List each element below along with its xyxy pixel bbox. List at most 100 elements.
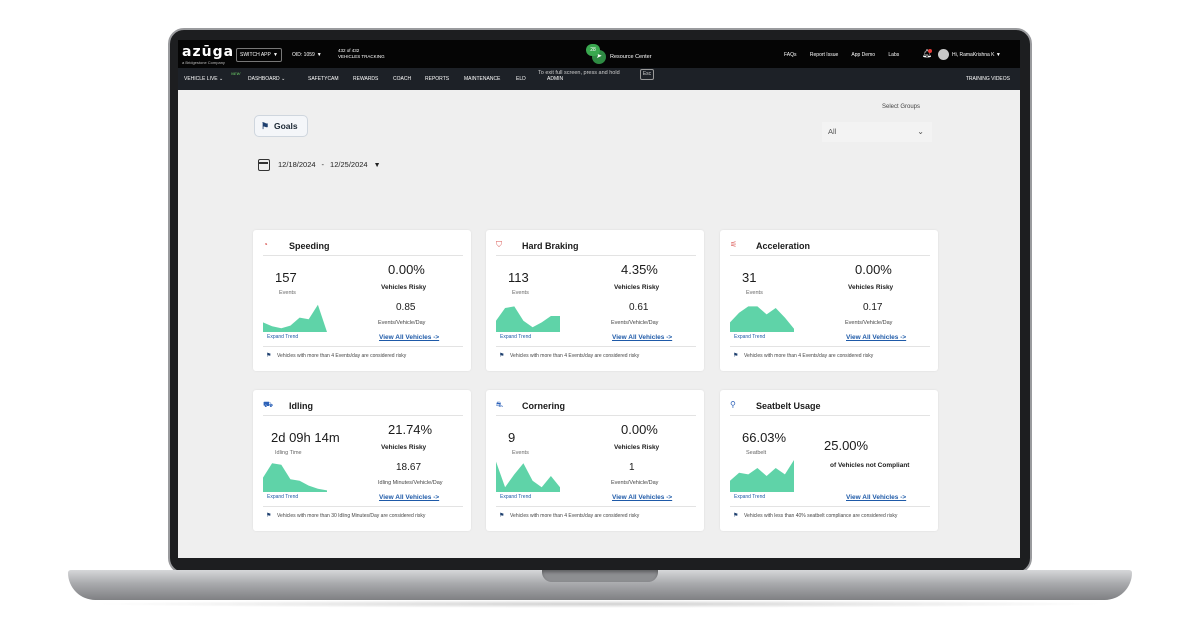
card-title: Cornering <box>522 401 566 411</box>
view-all-vehicles-link[interactable]: View All Vehicles -> <box>846 494 907 501</box>
expand-trend-link[interactable]: Expand Trend <box>500 494 532 500</box>
dashboard-content: ⚑ Goals Select Groups All ⌄ 12/18/2024-1… <box>178 90 1020 558</box>
oid-label: OID: 1059 <box>292 52 315 58</box>
idling-icon: ⛟ <box>263 400 274 409</box>
trend-sparkline <box>496 306 560 332</box>
metric-card-cornering: ⛐ Cornering 9 Events Expand Trend 0.00% … <box>486 390 704 531</box>
app-demo-link[interactable]: App Demo <box>851 52 876 58</box>
nav-eld[interactable]: ELD <box>516 76 526 82</box>
nav-coach[interactable]: COACH <box>393 76 412 82</box>
vehicles-tracking: 432 of 432 VEHICLES TRACKING <box>338 48 385 60</box>
nav-admin[interactable]: ADMIN <box>547 76 564 82</box>
nav-maintenance[interactable]: MAINTENANCE <box>464 76 501 82</box>
card-footer-text: Vehicles with more than 4 Events/day are… <box>510 513 640 519</box>
tracking-label: VEHICLES TRACKING <box>338 54 385 59</box>
card-footer-text: Vehicles with less than 40% seatbelt com… <box>744 513 898 519</box>
view-all-vehicles-link[interactable]: View All Vehicles -> <box>379 494 440 501</box>
card-value-label: Events <box>512 290 529 296</box>
card-footer: ⚑ Vehicles with more than 30 Idling Minu… <box>263 506 463 530</box>
card-rate: 0.85 <box>396 302 416 313</box>
card-title: Speeding <box>289 241 330 251</box>
goals-button[interactable]: ⚑ Goals <box>254 115 308 137</box>
expand-trend-link[interactable]: Expand Trend <box>734 494 766 500</box>
card-percent: 25.00% <box>824 438 869 453</box>
card-footer-text: Vehicles with more than 4 Events/day are… <box>510 353 640 359</box>
flag-icon: ⚑ <box>733 513 739 519</box>
resource-center-button[interactable]: ➤ 28 Resource Center <box>586 44 666 66</box>
nav-label: DASHBOARD <box>248 76 280 82</box>
flag-icon: ⚑ <box>733 353 739 359</box>
card-value: 66.03% <box>742 430 787 445</box>
labs-link[interactable]: Labs <box>888 52 900 58</box>
view-all-vehicles-link[interactable]: View All Vehicles -> <box>379 334 440 341</box>
card-footer: ⚑ Vehicles with more than 4 Events/day a… <box>496 346 696 370</box>
view-all-vehicles-link[interactable]: View All Vehicles -> <box>612 334 673 341</box>
esc-key-hint: Esc <box>640 69 654 80</box>
chevron-down-icon: ⌄ <box>917 127 924 136</box>
expand-trend-link[interactable]: Expand Trend <box>734 334 766 340</box>
faqs-link[interactable]: FAQs <box>784 52 797 58</box>
seatbelt-icon: ⚲ <box>730 400 736 409</box>
expand-trend-link[interactable]: Expand Trend <box>267 494 299 500</box>
card-rate: 0.17 <box>863 302 883 313</box>
nav-safetycam[interactable]: SAFETYCAM <box>308 76 339 82</box>
trend-area <box>730 460 794 492</box>
nav-label: VEHICLE LIVE <box>184 76 218 82</box>
select-groups-value: All <box>828 127 837 136</box>
card-percent: 21.74% <box>388 422 433 437</box>
training-videos-link[interactable]: TRAINING VIDEOS <box>965 76 1010 82</box>
card-footer-text: Vehicles with more than 4 Events/day are… <box>744 353 874 359</box>
card-header: ⚲ Seatbelt Usage <box>730 398 930 416</box>
date-range-picker[interactable]: 12/18/2024-12/25/2024 ▼ <box>258 159 381 171</box>
card-rate-label: Events/Vehicle/Day <box>611 320 659 326</box>
card-percent-label: Vehicles Risky <box>848 284 894 291</box>
nav-dashboard[interactable]: DASHBOARD ⌄ <box>248 76 286 82</box>
card-rate: 1 <box>629 462 635 473</box>
nav-rewards[interactable]: REWARDS <box>353 76 379 82</box>
trend-area <box>496 461 560 492</box>
oid-dropdown[interactable]: OID: 1059 ▼ <box>292 52 322 58</box>
top-bar: azūga a Bridgestone Company SWITCH APP ▼… <box>178 40 1020 68</box>
card-rate-label: Events/Vehicle/Day <box>378 320 426 326</box>
card-percent: 0.00% <box>621 422 658 437</box>
card-footer: ⚑ Vehicles with more than 4 Events/day a… <box>730 346 930 370</box>
view-all-vehicles-link[interactable]: View All Vehicles -> <box>612 494 673 501</box>
card-percent: 4.35% <box>621 262 658 277</box>
trend-sparkline <box>263 463 327 492</box>
notification-bell-icon[interactable]: 🔔︎ <box>922 49 933 58</box>
nav-bar: VEHICLE LIVE ⌄ NEW DASHBOARD ⌄ SAFETYCAM… <box>178 68 1020 90</box>
logo-subtitle: a Bridgestone Company <box>182 60 225 65</box>
avatar[interactable] <box>938 49 949 60</box>
card-percent-label: of Vehicles not Compliant <box>830 462 910 469</box>
azuga-logo[interactable]: azūga <box>182 44 235 60</box>
flag-icon: ⚑ <box>266 513 272 519</box>
nav-vehicle-live[interactable]: VEHICLE LIVE ⌄ <box>184 76 224 82</box>
switch-app-dropdown[interactable]: SWITCH APP ▼ <box>236 48 282 62</box>
card-percent-label: Vehicles Risky <box>381 284 427 291</box>
notification-dot <box>928 49 932 53</box>
card-value: 157 <box>275 270 297 285</box>
expand-trend-link[interactable]: Expand Trend <box>500 334 532 340</box>
nav-reports[interactable]: REPORTS <box>425 76 450 82</box>
select-groups-dropdown[interactable]: All ⌄ <box>822 122 932 142</box>
user-menu[interactable]: Hi, RamaKrishna K ▼ <box>952 52 1001 58</box>
card-value-label: Events <box>746 290 763 296</box>
trend-area <box>730 306 794 332</box>
trend-sparkline <box>496 461 560 492</box>
card-value: 9 <box>508 430 516 445</box>
card-title: Acceleration <box>756 241 811 251</box>
switch-app-label: SWITCH APP <box>240 52 271 58</box>
card-footer: ⚑ Vehicles with less than 40% seatbelt c… <box>730 506 930 530</box>
trend-area <box>263 304 327 332</box>
card-value-label: Seatbelt <box>746 450 767 456</box>
metric-card-idling: ⛟ Idling 2d 09h 14m Idling Time Expand T… <box>253 390 471 531</box>
expand-trend-link[interactable]: Expand Trend <box>267 334 299 340</box>
flag-icon: ⚑ <box>499 353 505 359</box>
report-issue-link[interactable]: Report Issue <box>809 52 839 58</box>
laptop-shadow <box>90 600 1110 608</box>
resource-center-label: Resource Center <box>610 54 652 60</box>
card-header: ⛐ Cornering <box>496 398 696 416</box>
flag-icon: ⚑ <box>499 513 505 519</box>
date-separator: - <box>321 159 325 169</box>
view-all-vehicles-link[interactable]: View All Vehicles -> <box>846 334 907 341</box>
